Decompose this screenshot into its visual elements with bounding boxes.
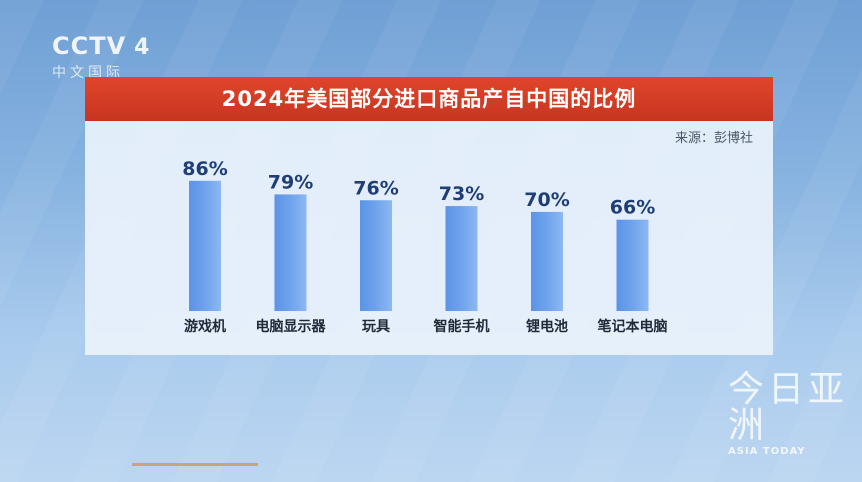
watermark-cn: 今日亚洲	[728, 369, 849, 446]
watermark-en: ASIA TODAY	[728, 446, 806, 457]
bar-0	[189, 180, 221, 311]
source-label: 来源：彭博社	[674, 131, 753, 146]
data-label-4: 70%	[524, 189, 569, 211]
logo-brand: CCTV	[52, 32, 127, 60]
bar-1	[274, 194, 307, 311]
data-label-3: 73%	[439, 183, 484, 205]
progress-line	[132, 463, 258, 466]
bar-2	[360, 200, 392, 311]
category-label-0: 游戏机	[184, 318, 226, 335]
category-label-4: 锂电池	[526, 318, 568, 335]
logo-channel: 4	[134, 35, 150, 60]
program-watermark: 今日亚洲 ASIA TODAY	[728, 369, 862, 458]
category-label-2: 玩具	[362, 319, 390, 335]
data-label-2: 76%	[353, 177, 398, 199]
category-label-1: 电脑显示器	[256, 318, 327, 335]
chart-panel: 2024年美国部分进口商品产自中国的比例 来源：彭博社 86% 游戏机 79% 电脑显…	[85, 77, 773, 355]
data-label-1: 79%	[268, 171, 313, 193]
bar-3	[445, 206, 478, 311]
chart-title: 2024年美国部分进口商品产自中国的比例	[85, 77, 773, 121]
category-label-3: 智能手机	[433, 318, 490, 335]
data-label-0: 86%	[182, 158, 227, 180]
bar-chart: 86% 游戏机 79% 电脑显示器 76% 玩具 73% 智能手机 70% 锂电池 66% 笔记本电脑	[182, 158, 668, 335]
bar-4	[531, 211, 563, 311]
bar-5	[616, 219, 649, 311]
channel-logo: CCTV 4 中文国际	[52, 32, 149, 82]
data-label-5: 66%	[610, 197, 655, 219]
category-label-5: 笔记本电脑	[598, 318, 668, 335]
